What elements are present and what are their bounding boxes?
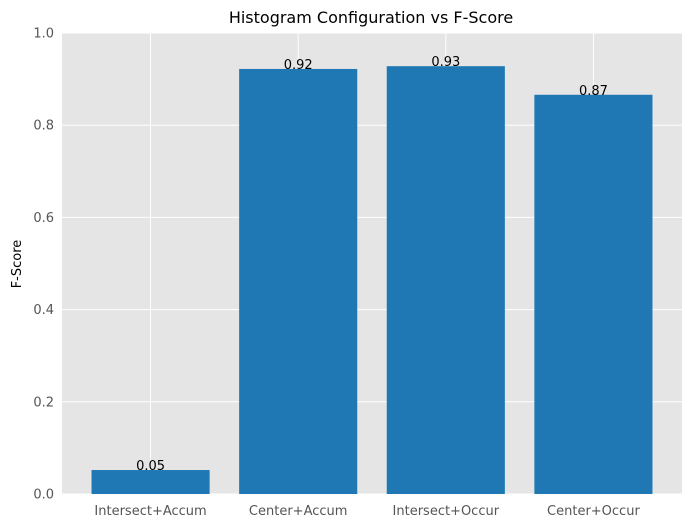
x-tick-label: Center+Occur <box>547 504 640 519</box>
y-tick-label: 1.0 <box>33 27 54 42</box>
x-tick-label: Center+Accum <box>249 504 348 519</box>
axis-ticks: 0.0 0.2 0.4 0.6 0.8 1.0 Intersect+Accum Center+… <box>33 27 640 520</box>
bar <box>239 68 358 494</box>
data-labels: 0.05 0.92 0.93 0.87 <box>136 55 608 474</box>
chart-title: Histogram Configuration vs F-Score <box>229 8 513 27</box>
bar <box>386 66 505 494</box>
y-tick-label: 0.2 <box>33 395 54 410</box>
y-tick-label: 0.8 <box>33 119 54 134</box>
data-label: 0.93 <box>431 55 460 70</box>
bar <box>534 94 653 495</box>
x-tick-label: Intersect+Occur <box>393 504 500 519</box>
y-axis-label: F-Score <box>10 240 25 289</box>
y-tick-label: 0.6 <box>33 211 54 226</box>
data-label: 0.87 <box>579 84 608 99</box>
data-label: 0.92 <box>284 58 313 73</box>
y-tick-label: 0.4 <box>33 303 54 318</box>
bars <box>91 66 653 495</box>
y-tick-label: 0.0 <box>33 488 54 503</box>
x-tick-label: Intersect+Accum <box>94 504 206 519</box>
bar <box>91 470 210 494</box>
data-label: 0.05 <box>136 459 165 474</box>
